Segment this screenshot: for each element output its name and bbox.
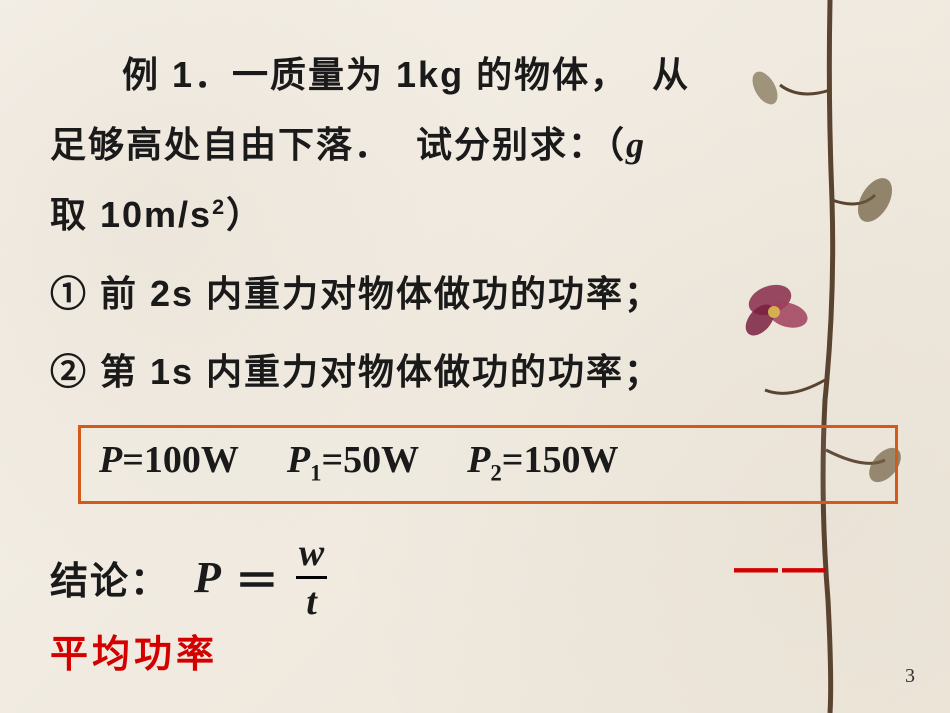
formula-fraction: w t	[293, 534, 330, 621]
fraction-denominator: t	[296, 576, 327, 621]
conclusion-label: 结论：	[50, 550, 170, 605]
average-power-label: 平均功率	[50, 623, 900, 678]
answer-box: P=100W P1=50W P2=150W	[78, 425, 898, 504]
problem-text-3-end: ）	[226, 194, 264, 235]
example-label: 例 1．	[122, 54, 232, 95]
formula-eq: ＝	[235, 545, 279, 609]
answer-values: P=100W P1=50W P2=150W	[99, 438, 877, 487]
fraction-numerator: w	[293, 534, 330, 576]
formula-lhs: P	[194, 552, 221, 603]
problem-statement: 例 1．一质量为 1kg 的物体， 从 足够高处自由下落． 试分别求：（g 取 …	[50, 40, 900, 251]
answer-p2: P2=150W	[467, 438, 618, 487]
page-number: 3	[905, 665, 915, 688]
red-dashes: ——	[734, 543, 830, 593]
problem-text-1b: 从	[652, 54, 690, 95]
problem-text-1a: 一质量为 1kg 的物体，	[232, 54, 628, 95]
question-1: ① 前 2s 内重力对物体做功的功率；	[50, 259, 900, 329]
slide-content: 例 1．一质量为 1kg 的物体， 从 足够高处自由下落． 试分别求：（g 取 …	[0, 0, 950, 708]
answer-p: P=100W	[99, 438, 239, 482]
g-symbol: g	[626, 125, 646, 165]
answer-p1: P1=50W	[287, 438, 419, 487]
formula: P ＝ w t	[194, 534, 330, 621]
question-2: ② 第 1s 内重力对物体做功的功率；	[50, 337, 900, 407]
exponent-2: 2	[212, 194, 226, 219]
problem-text-2b: 试分别求：（	[416, 124, 626, 165]
problem-text-3: 取 10m/s	[50, 194, 212, 235]
problem-text-2: 足够高处自由下落．	[50, 124, 392, 165]
